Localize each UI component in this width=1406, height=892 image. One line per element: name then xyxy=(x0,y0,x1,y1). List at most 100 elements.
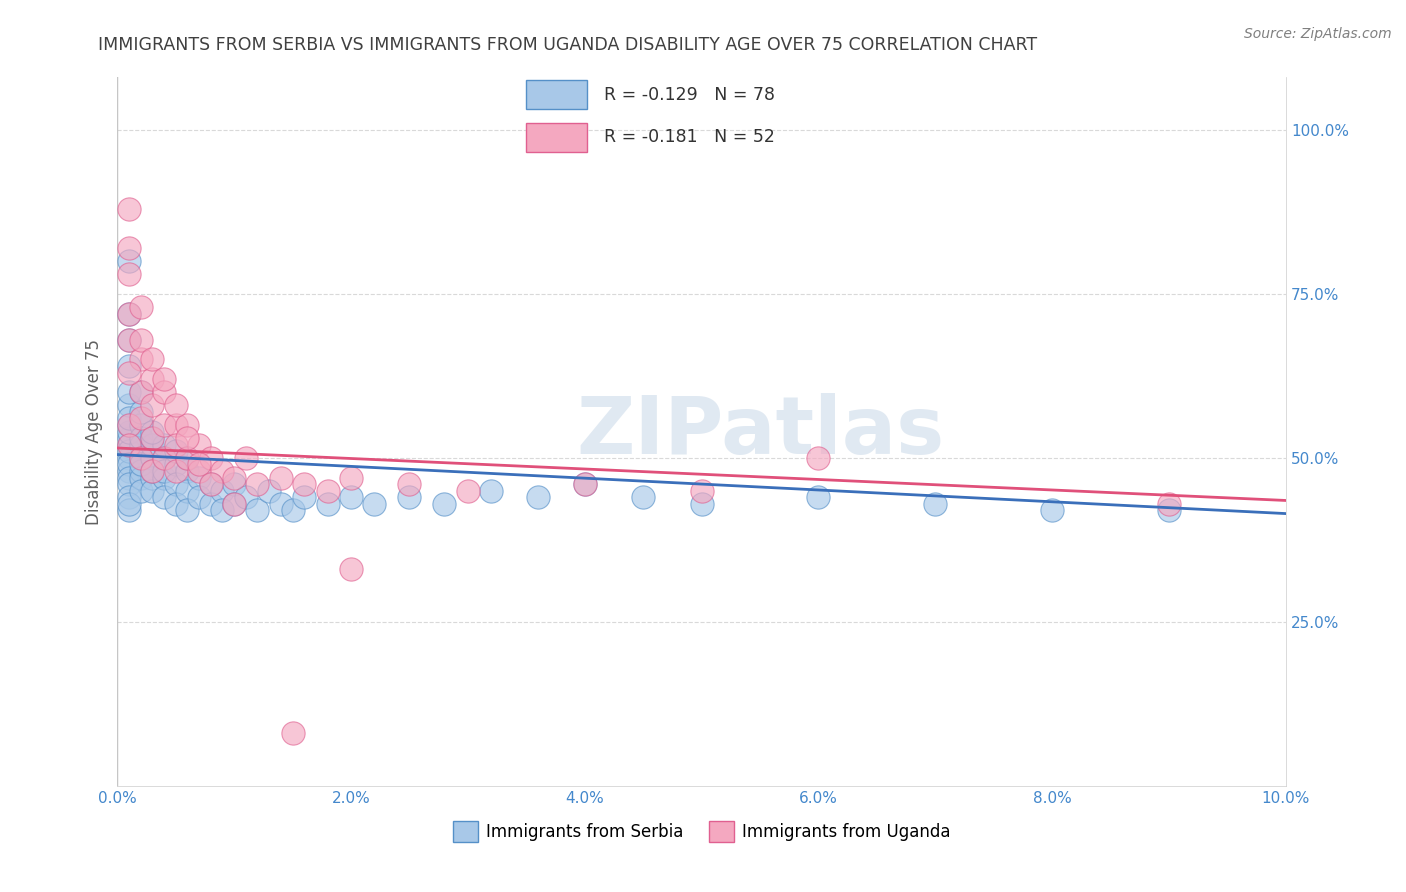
Point xyxy=(141,470,163,484)
Point xyxy=(141,431,163,445)
Point xyxy=(129,464,152,478)
Point xyxy=(200,477,222,491)
Point xyxy=(141,483,163,498)
Point xyxy=(129,458,152,472)
Point xyxy=(118,307,141,321)
Point xyxy=(574,477,596,491)
Point xyxy=(129,483,152,498)
Point xyxy=(129,450,152,465)
Point xyxy=(118,418,141,433)
Point xyxy=(188,458,211,472)
Text: R = -0.129   N = 78: R = -0.129 N = 78 xyxy=(605,86,775,103)
Point xyxy=(433,497,456,511)
Point xyxy=(176,450,198,465)
Point xyxy=(188,470,211,484)
Point xyxy=(398,490,420,504)
Point xyxy=(270,470,292,484)
Point xyxy=(398,477,420,491)
Point xyxy=(200,477,222,491)
Y-axis label: Disability Age Over 75: Disability Age Over 75 xyxy=(86,339,103,524)
Point xyxy=(129,385,152,400)
FancyBboxPatch shape xyxy=(526,123,588,152)
Point xyxy=(129,385,152,400)
Point xyxy=(165,418,187,433)
Point xyxy=(363,497,385,511)
Point xyxy=(118,333,141,347)
Point xyxy=(118,254,141,268)
FancyBboxPatch shape xyxy=(526,80,588,109)
Point xyxy=(153,470,176,484)
Point xyxy=(118,359,141,373)
Point xyxy=(527,490,550,504)
Point xyxy=(141,464,163,478)
Point xyxy=(141,438,163,452)
Point xyxy=(188,490,211,504)
Point xyxy=(118,470,141,484)
Point xyxy=(200,450,222,465)
Point xyxy=(176,464,198,478)
Point xyxy=(118,438,141,452)
Point xyxy=(165,464,187,478)
Point xyxy=(1157,503,1180,517)
Point xyxy=(340,562,363,576)
Point xyxy=(118,425,141,439)
Point xyxy=(176,431,198,445)
Point xyxy=(176,450,198,465)
Point xyxy=(118,503,141,517)
Point xyxy=(165,497,187,511)
Point xyxy=(118,411,141,425)
Point xyxy=(281,503,304,517)
Point xyxy=(188,438,211,452)
Point xyxy=(176,503,198,517)
Point xyxy=(118,458,141,472)
Point xyxy=(141,372,163,386)
Point xyxy=(129,405,152,419)
Point xyxy=(118,450,141,465)
Point xyxy=(118,418,141,433)
Point xyxy=(188,464,211,478)
Point xyxy=(118,431,141,445)
Point xyxy=(270,497,292,511)
Point xyxy=(141,352,163,367)
Point xyxy=(118,398,141,412)
Point xyxy=(176,483,198,498)
Point xyxy=(479,483,502,498)
Point xyxy=(141,464,163,478)
Point xyxy=(118,241,141,255)
Point xyxy=(631,490,654,504)
Point xyxy=(211,503,233,517)
Point xyxy=(118,385,141,400)
Point xyxy=(153,418,176,433)
Point xyxy=(129,300,152,314)
Point xyxy=(118,333,141,347)
Text: IMMIGRANTS FROM SERBIA VS IMMIGRANTS FROM UGANDA DISABILITY AGE OVER 75 CORRELAT: IMMIGRANTS FROM SERBIA VS IMMIGRANTS FRO… xyxy=(98,36,1038,54)
Point xyxy=(690,483,713,498)
Point xyxy=(165,438,187,452)
Point xyxy=(924,497,946,511)
Point xyxy=(118,464,141,478)
Point xyxy=(316,497,339,511)
Point xyxy=(165,444,187,458)
Point xyxy=(574,477,596,491)
Point xyxy=(153,450,176,465)
Point xyxy=(176,418,198,433)
Point xyxy=(246,503,269,517)
Point xyxy=(211,464,233,478)
Point xyxy=(281,726,304,740)
Point xyxy=(222,470,245,484)
Point xyxy=(141,398,163,412)
Point xyxy=(222,477,245,491)
Point xyxy=(118,307,141,321)
Text: Source: ZipAtlas.com: Source: ZipAtlas.com xyxy=(1244,27,1392,41)
Legend: Immigrants from Serbia, Immigrants from Uganda: Immigrants from Serbia, Immigrants from … xyxy=(446,814,957,848)
Point xyxy=(1157,497,1180,511)
Point xyxy=(141,425,163,439)
Point xyxy=(118,444,141,458)
Point xyxy=(118,202,141,216)
Point xyxy=(165,458,187,472)
Point xyxy=(118,438,141,452)
Point xyxy=(292,490,315,504)
Point xyxy=(129,438,152,452)
Point xyxy=(129,352,152,367)
Point xyxy=(153,490,176,504)
